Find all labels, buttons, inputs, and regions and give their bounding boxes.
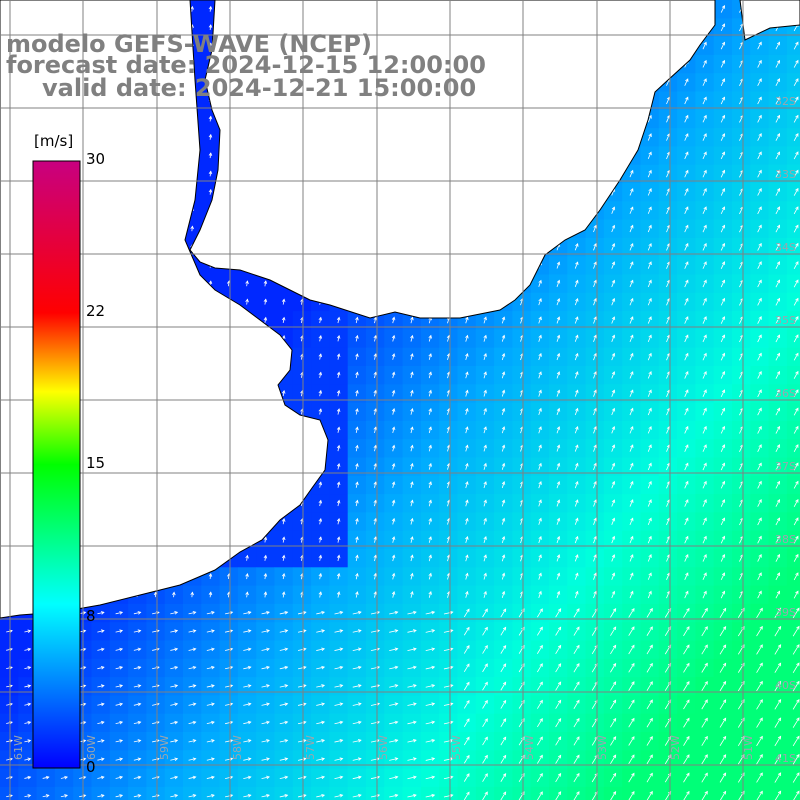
lat-label: 39S [775, 606, 796, 619]
lon-label: 57W [304, 735, 317, 760]
model-title: modelo GEFS-WAVE (NCEP) [6, 30, 372, 58]
lat-label: 38S [775, 533, 796, 546]
colorbar-tick-8: 8 [86, 607, 96, 625]
colorbar-tick-22: 22 [86, 302, 106, 320]
colorbar-tick-0: 0 [86, 758, 96, 776]
lon-label: 61W [12, 735, 25, 760]
lon-label: 52W [669, 735, 682, 760]
lon-label: 53W [596, 735, 609, 760]
lon-label: 60W [85, 735, 98, 760]
lat-label: 36S [775, 387, 796, 400]
lon-label: 56W [377, 735, 390, 760]
lon-label: 59W [158, 735, 171, 760]
colorbar-tick-30: 30 [86, 150, 106, 168]
lat-label: 34S [775, 241, 796, 254]
colorbar-tick-15: 15 [86, 454, 106, 472]
lon-label: 55W [450, 735, 463, 760]
lat-label: 37S [775, 460, 796, 473]
lat-label: 35S [775, 314, 796, 327]
lon-label: 51W [742, 735, 755, 760]
forecast-date: forecast date: 2024-12-15 12:00:00 [6, 51, 486, 79]
lat-label: 33S [775, 168, 796, 181]
colorbar [32, 160, 81, 769]
lon-label: 54W [523, 735, 536, 760]
land-mass [0, 0, 800, 619]
lat-label: 41S [775, 752, 796, 765]
valid-date: valid date: 2024-12-21 15:00:00 [42, 74, 477, 102]
lat-label: 32S [775, 95, 796, 108]
lat-label: 40S [775, 679, 796, 692]
lon-label: 58W [231, 735, 244, 760]
colorbar-unit: [m/s] [34, 132, 74, 150]
